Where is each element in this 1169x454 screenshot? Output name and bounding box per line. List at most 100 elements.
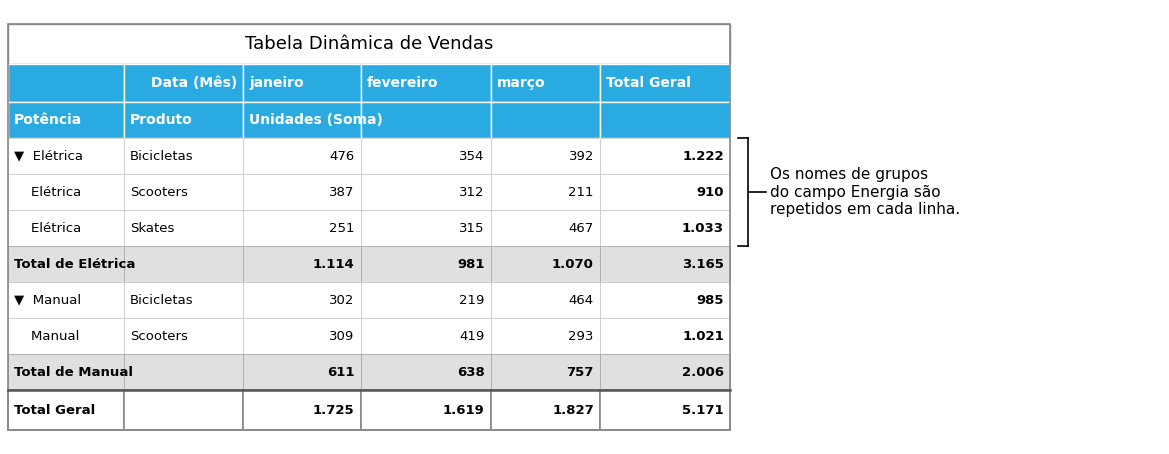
Text: 1.021: 1.021 <box>683 330 724 342</box>
Text: Unidades (Soma): Unidades (Soma) <box>249 113 383 127</box>
Text: 419: 419 <box>459 330 485 342</box>
Bar <box>8 174 124 210</box>
Bar <box>8 354 124 390</box>
Text: 1.033: 1.033 <box>682 222 724 235</box>
Bar <box>8 138 124 174</box>
Bar <box>360 102 491 138</box>
Bar <box>600 102 729 138</box>
Bar <box>124 210 243 246</box>
Bar <box>8 24 729 64</box>
Text: 315: 315 <box>459 222 485 235</box>
Bar <box>600 138 729 174</box>
Bar <box>243 390 360 430</box>
Bar <box>491 282 600 318</box>
Text: Total Geral: Total Geral <box>606 76 691 90</box>
Text: março: março <box>497 76 546 90</box>
Bar <box>124 246 243 282</box>
Bar <box>243 354 360 390</box>
Text: Bicicletas: Bicicletas <box>130 293 194 306</box>
Bar <box>124 138 243 174</box>
Bar <box>360 138 491 174</box>
Text: Elétrica: Elétrica <box>14 186 82 198</box>
Text: 211: 211 <box>568 186 594 198</box>
Text: 251: 251 <box>330 222 354 235</box>
Text: 2.006: 2.006 <box>682 365 724 379</box>
Text: 3.165: 3.165 <box>683 257 724 271</box>
Text: 354: 354 <box>459 149 485 163</box>
Text: 312: 312 <box>459 186 485 198</box>
Text: Data (Mês): Data (Mês) <box>151 76 237 90</box>
Bar <box>124 64 243 102</box>
Text: 219: 219 <box>459 293 485 306</box>
Bar <box>124 390 243 430</box>
Text: 392: 392 <box>568 149 594 163</box>
Bar <box>243 318 360 354</box>
Bar <box>600 354 729 390</box>
Bar <box>243 102 360 138</box>
Text: Potência: Potência <box>14 113 82 127</box>
Bar <box>600 282 729 318</box>
Bar <box>8 246 124 282</box>
Bar <box>243 64 360 102</box>
Text: 476: 476 <box>330 149 354 163</box>
Text: 467: 467 <box>568 222 594 235</box>
Text: 293: 293 <box>568 330 594 342</box>
Text: ▼  Manual: ▼ Manual <box>14 293 81 306</box>
Bar <box>8 282 124 318</box>
Bar <box>360 318 491 354</box>
Bar <box>8 390 124 430</box>
Text: 309: 309 <box>330 330 354 342</box>
Bar <box>491 318 600 354</box>
Bar <box>600 174 729 210</box>
Bar <box>491 102 600 138</box>
Bar <box>360 246 491 282</box>
Text: Tabela Dinâmica de Vendas: Tabela Dinâmica de Vendas <box>244 35 493 53</box>
Text: Elétrica: Elétrica <box>14 222 82 235</box>
Bar <box>491 138 600 174</box>
Bar <box>360 174 491 210</box>
Text: 1.827: 1.827 <box>552 404 594 416</box>
Text: 981: 981 <box>457 257 485 271</box>
Bar <box>360 390 491 430</box>
Bar <box>491 390 600 430</box>
Bar <box>124 174 243 210</box>
Bar <box>243 174 360 210</box>
Bar <box>8 64 124 102</box>
Text: 302: 302 <box>330 293 354 306</box>
Bar <box>360 354 491 390</box>
Text: 5.171: 5.171 <box>683 404 724 416</box>
Bar <box>124 354 243 390</box>
Text: Total Geral: Total Geral <box>14 404 95 416</box>
Bar <box>600 210 729 246</box>
Bar <box>124 102 243 138</box>
Text: 387: 387 <box>330 186 354 198</box>
Bar <box>491 246 600 282</box>
Bar <box>600 246 729 282</box>
Bar <box>124 318 243 354</box>
Bar <box>8 318 124 354</box>
Text: Os nomes de grupos
do campo Energia são
repetidos em cada linha.: Os nomes de grupos do campo Energia são … <box>770 167 960 217</box>
Bar <box>8 102 124 138</box>
Text: Scooters: Scooters <box>130 330 188 342</box>
Bar <box>600 390 729 430</box>
Bar <box>600 64 729 102</box>
Bar <box>243 138 360 174</box>
Bar <box>243 210 360 246</box>
Text: 611: 611 <box>327 365 354 379</box>
Text: 1.114: 1.114 <box>313 257 354 271</box>
Text: 638: 638 <box>457 365 485 379</box>
Text: 1.070: 1.070 <box>552 257 594 271</box>
Text: Manual: Manual <box>14 330 79 342</box>
Bar <box>360 64 491 102</box>
Text: Skates: Skates <box>130 222 174 235</box>
Text: Total de Manual: Total de Manual <box>14 365 133 379</box>
Bar <box>491 210 600 246</box>
Bar <box>8 24 729 430</box>
Text: Produto: Produto <box>130 113 193 127</box>
Text: 910: 910 <box>697 186 724 198</box>
Bar <box>124 282 243 318</box>
Text: Bicicletas: Bicicletas <box>130 149 194 163</box>
Bar <box>491 174 600 210</box>
Bar <box>8 210 124 246</box>
Text: fevereiro: fevereiro <box>367 76 438 90</box>
